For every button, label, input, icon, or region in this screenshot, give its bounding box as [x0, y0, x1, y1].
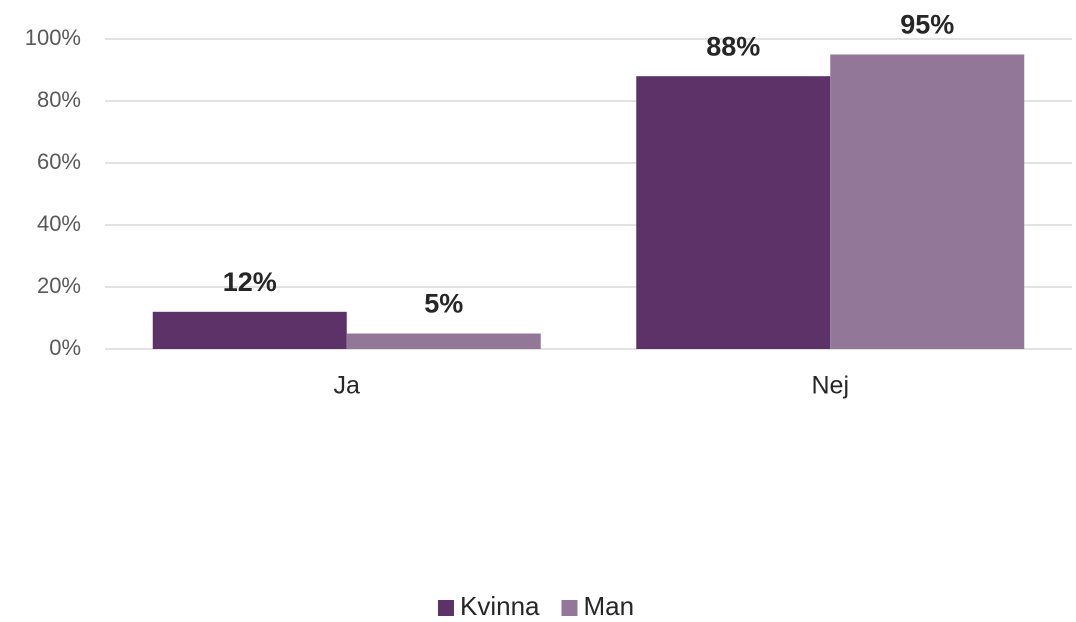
data-label: 95%: [900, 10, 954, 40]
legend-swatch: [438, 600, 454, 616]
legend-label: Kvinna: [460, 591, 540, 621]
y-tick-label: 80%: [37, 87, 81, 112]
y-tick-label: 0%: [49, 335, 81, 360]
x-tick-label: Ja: [334, 372, 361, 400]
y-tick-label: 40%: [37, 211, 81, 236]
bar: [152, 311, 347, 349]
y-tick-label: 20%: [37, 273, 81, 298]
y-tick-label: 100%: [25, 25, 81, 50]
bar: [636, 76, 831, 349]
legend-label: Man: [584, 591, 635, 621]
y-tick-label: 60%: [37, 149, 81, 174]
x-tick-label: Nej: [811, 372, 849, 400]
data-label: 5%: [424, 289, 463, 319]
bar: [830, 54, 1025, 349]
bar: [346, 333, 541, 349]
data-label: 12%: [223, 267, 277, 297]
data-label: 88%: [706, 31, 760, 61]
legend-swatch: [561, 600, 578, 616]
